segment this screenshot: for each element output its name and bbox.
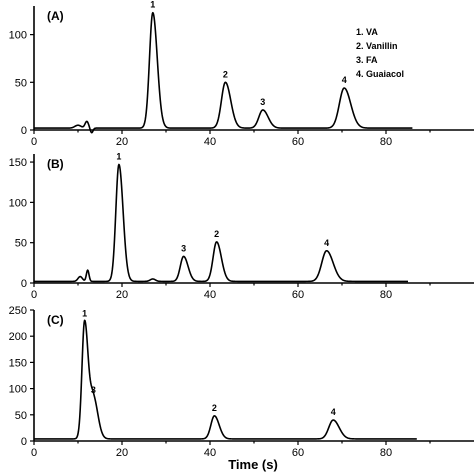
peak-label: 1 xyxy=(82,309,87,319)
y-tick-label: 100 xyxy=(9,197,27,209)
chart-panel-1: 0 20 40 60 80 0 50 100 150 1 3 2 4 (B) xyxy=(9,151,474,301)
chart-panel-2: 0 20 40 60 80 0 50 100 150 200 250 1 3 2 4 (C) xyxy=(9,305,474,459)
y-tick-label: 150 xyxy=(9,357,27,369)
peak-label: 4 xyxy=(324,238,329,248)
chromatogram-trace xyxy=(33,319,418,440)
x-tick-label: 20 xyxy=(116,136,128,148)
y-tick-label: 250 xyxy=(9,305,27,317)
x-tick-label: 20 xyxy=(116,289,128,301)
legend-entry: 3. FA xyxy=(356,55,378,65)
x-tick-label: 80 xyxy=(380,447,392,459)
y-tick-label: 50 xyxy=(15,410,27,422)
y-tick-label: 50 xyxy=(15,77,27,89)
peak-label: 2 xyxy=(223,69,228,79)
panel-label: (A) xyxy=(47,9,64,23)
y-tick-label: 0 xyxy=(21,125,27,137)
legend-entry: 4. Guaiacol xyxy=(356,69,404,79)
x-tick-label: 40 xyxy=(204,289,216,301)
peak-label: 3 xyxy=(260,97,265,107)
x-tick-label: 60 xyxy=(292,136,304,148)
peak-label: 2 xyxy=(214,229,219,239)
y-tick-label: 0 xyxy=(21,436,27,448)
y-tick-label: 150 xyxy=(9,157,27,169)
x-tick-label: 40 xyxy=(204,447,216,459)
peak-label: 4 xyxy=(342,75,347,85)
x-tick-label: 0 xyxy=(31,289,37,301)
y-tick-label: 100 xyxy=(9,384,27,396)
x-tick-label: 0 xyxy=(31,447,37,459)
x-axis-label: Time (s) xyxy=(228,457,278,472)
panel-label: (B) xyxy=(47,157,64,171)
peak-label: 3 xyxy=(91,385,96,395)
peak-label: 2 xyxy=(212,403,217,413)
y-tick-label: 0 xyxy=(21,278,27,290)
y-tick-label: 100 xyxy=(9,30,27,42)
chromatogram-trace xyxy=(33,11,413,134)
x-tick-label: 40 xyxy=(204,136,216,148)
peak-label: 4 xyxy=(331,407,336,417)
y-tick-label: 50 xyxy=(15,238,27,250)
legend-entry: 2. Vanillin xyxy=(356,41,398,51)
peak-label: 1 xyxy=(150,0,155,10)
peak-label: 3 xyxy=(181,243,186,253)
x-tick-label: 60 xyxy=(292,289,304,301)
chromatogram-trace xyxy=(33,163,409,283)
chart-panel-0: 0 20 40 60 80 0 50 100 1 2 3 4 (A) 1. VA 2. Vanillin 3.… xyxy=(9,0,474,148)
x-tick-label: 80 xyxy=(380,136,392,148)
x-tick-label: 80 xyxy=(380,289,392,301)
x-tick-label: 20 xyxy=(116,447,128,459)
peak-label: 1 xyxy=(116,151,121,161)
y-tick-label: 200 xyxy=(9,331,27,343)
panel-label: (C) xyxy=(47,313,64,327)
x-tick-label: 60 xyxy=(292,447,304,459)
legend-entry: 1. VA xyxy=(356,27,378,37)
x-tick-label: 0 xyxy=(31,136,37,148)
